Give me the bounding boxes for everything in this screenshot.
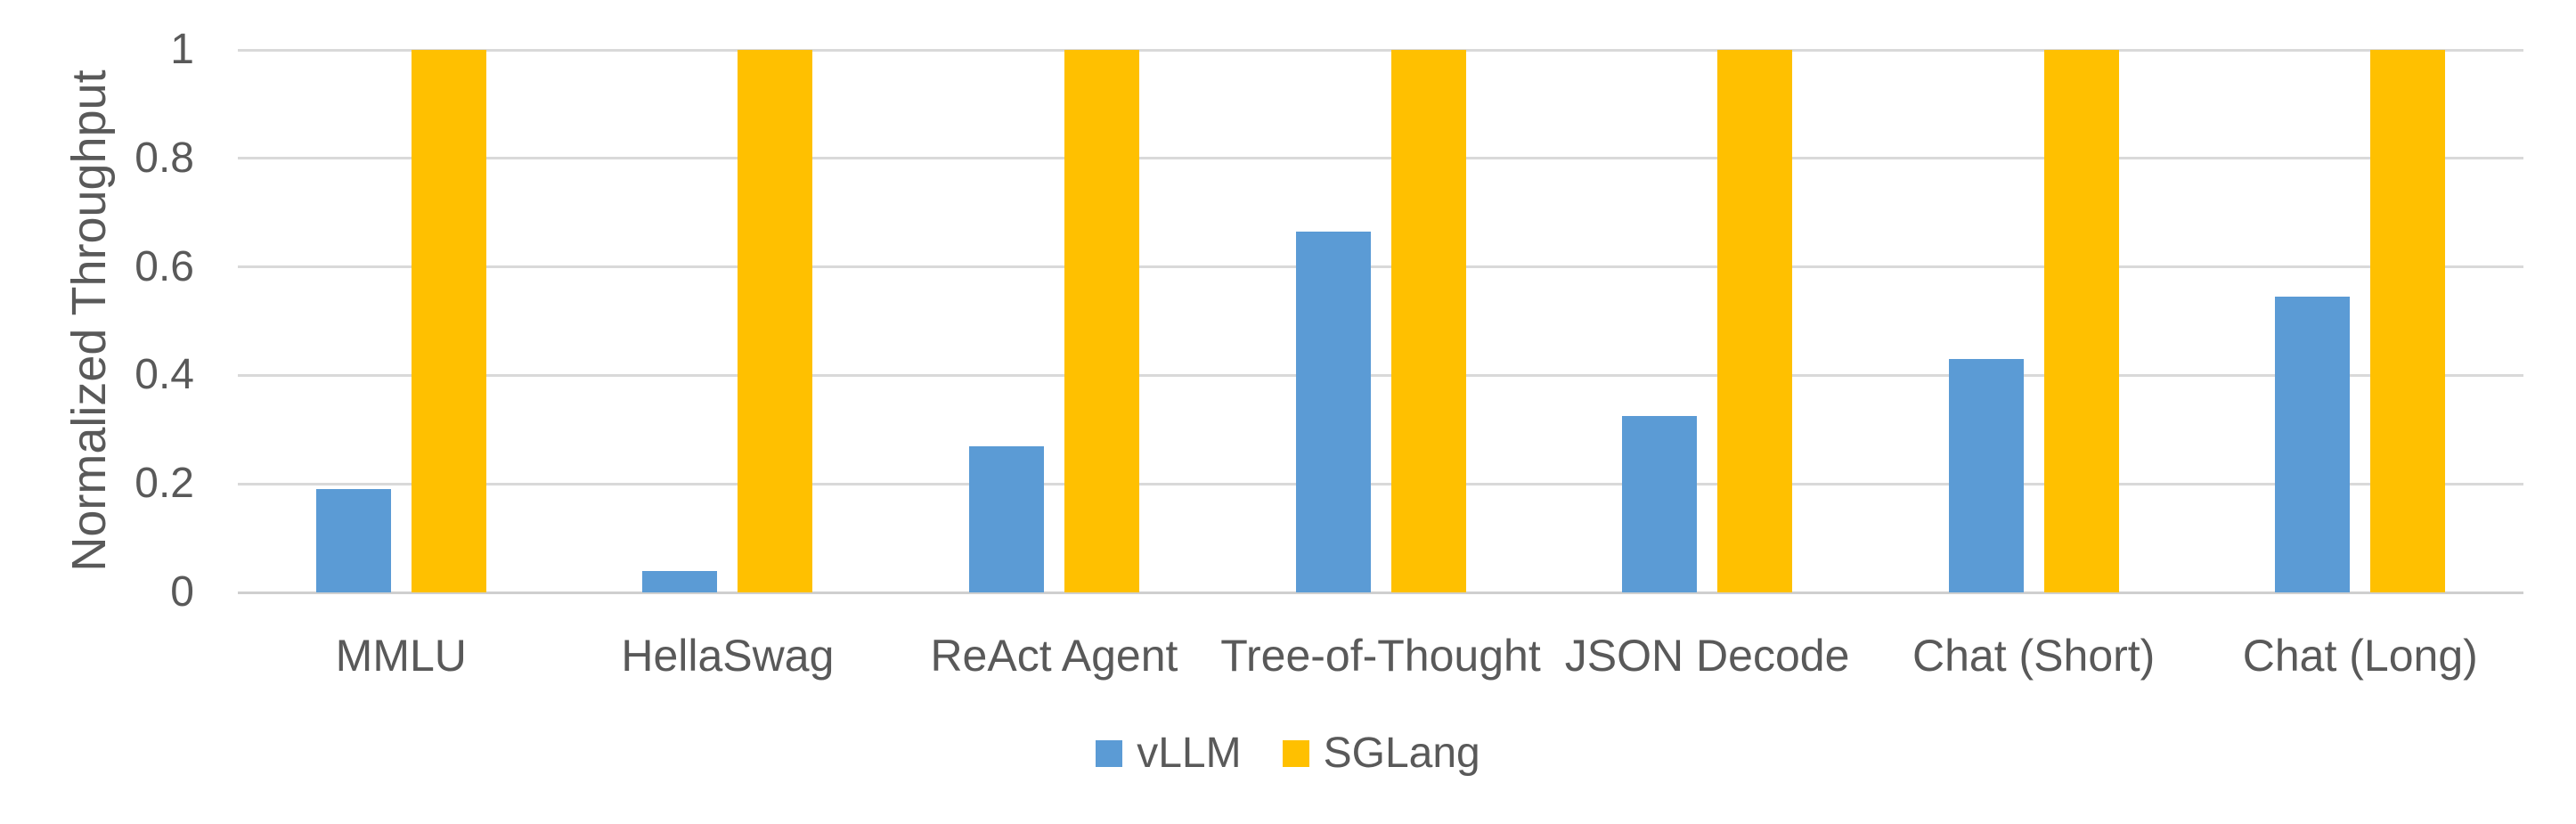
bar-sglang-react-agent	[1064, 50, 1139, 592]
bar-vllm-chat-long	[2275, 297, 2351, 592]
bar-vllm-json-decode	[1622, 416, 1698, 592]
bar-group-chat-short	[1871, 50, 2197, 592]
bar-sglang-json-decode	[1717, 50, 1793, 592]
x-label-chat-short: Chat (Short)	[1912, 631, 2156, 681]
y-tick-label-0: 0	[170, 568, 194, 616]
legend: vLLM SGLang	[0, 729, 2576, 778]
bar-group-mmlu	[238, 50, 565, 592]
bar-vllm-tree-of-thought	[1295, 232, 1371, 592]
y-tick-label-0.8: 0.8	[135, 134, 194, 182]
x-label-hellaswag: HellaSwag	[621, 631, 835, 681]
legend-item-sglang: SGLang	[1282, 729, 1480, 778]
bar-groups	[238, 50, 2523, 592]
y-tick-label-1: 1	[170, 26, 194, 73]
legend-label-sglang: SGLang	[1323, 730, 1480, 777]
bar-vllm-hellaswag	[642, 570, 718, 592]
x-axis-category-labels: MMLU HellaSwag ReAct Agent Tree-of-Thought J…	[238, 620, 2523, 691]
bar-sglang-chat-long	[2370, 50, 2446, 592]
bar-group-chat-long	[2197, 50, 2523, 592]
legend-swatch-sglang	[1282, 739, 1309, 767]
legend-swatch-vllm	[1096, 739, 1123, 767]
y-tick-label-0.2: 0.2	[135, 460, 194, 508]
gridline-0.2	[238, 482, 2523, 485]
legend-item-vllm: vLLM	[1096, 729, 1242, 778]
plot-area	[238, 48, 2523, 594]
y-tick-label-0.6: 0.6	[135, 242, 194, 290]
bar-vllm-mmlu	[315, 489, 391, 592]
gridline-1	[238, 48, 2523, 52]
x-label-tree-of-thought: Tree-of-Thought	[1220, 631, 1541, 681]
bar-vllm-react-agent	[968, 445, 1044, 592]
bar-sglang-mmlu	[411, 50, 486, 592]
x-label-chat-long: Chat (Long)	[2242, 631, 2478, 681]
x-axis-line	[238, 591, 2523, 594]
x-label-mmlu: MMLU	[335, 631, 467, 681]
bar-group-json-decode	[1544, 50, 1871, 592]
bar-group-hellaswag	[565, 50, 892, 592]
bar-sglang-chat-short	[2043, 50, 2119, 592]
gridline-0.4	[238, 373, 2523, 377]
gridline-0.6	[238, 265, 2523, 269]
bar-group-react-agent	[891, 50, 1218, 592]
gridline-0.8	[238, 157, 2523, 160]
y-axis-tick-labels: 0 0.2 0.4 0.6 0.8 1	[0, 26, 194, 616]
bar-vllm-chat-short	[1948, 359, 2024, 592]
bar-sglang-tree-of-thought	[1390, 50, 1466, 592]
legend-label-vllm: vLLM	[1137, 730, 1242, 777]
x-label-react-agent: ReAct Agent	[930, 631, 1178, 681]
x-label-json-decode: JSON Decode	[1564, 631, 1850, 681]
bar-sglang-hellaswag	[738, 50, 813, 592]
y-tick-label-0.4: 0.4	[135, 351, 194, 399]
bar-group-tree-of-thought	[1218, 50, 1545, 592]
